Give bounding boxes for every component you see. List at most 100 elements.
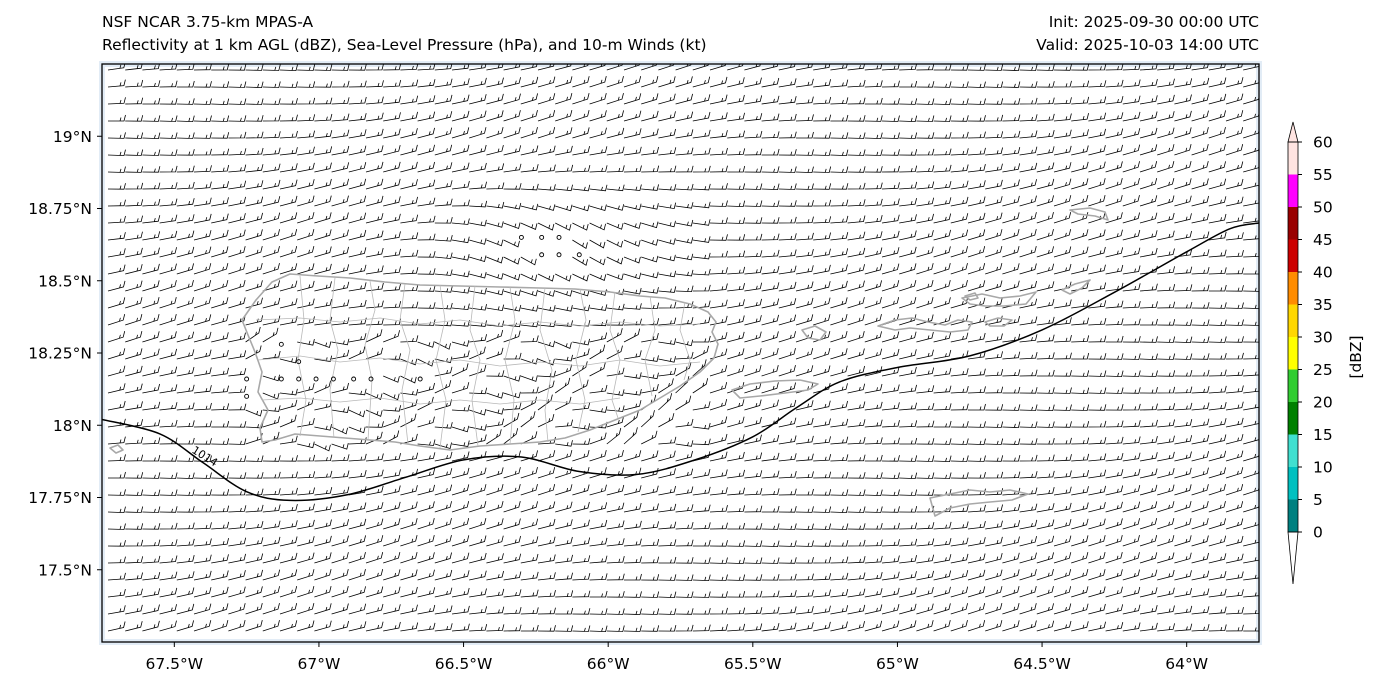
wind-barb bbox=[417, 285, 436, 292]
wind-barb bbox=[709, 234, 728, 241]
wind-barb bbox=[1139, 95, 1158, 105]
wind-barb bbox=[1105, 469, 1124, 479]
wind-barb bbox=[1036, 470, 1055, 479]
wind-barb bbox=[795, 606, 814, 615]
wind-barb bbox=[967, 521, 986, 530]
wind-barb bbox=[125, 621, 143, 632]
wind-barb bbox=[417, 535, 435, 547]
wind-barb bbox=[1139, 212, 1158, 224]
wind-barb bbox=[245, 212, 263, 224]
wind-barb bbox=[881, 331, 900, 343]
wind-barb bbox=[125, 348, 143, 360]
wind-barb bbox=[142, 555, 161, 564]
wind-barb bbox=[400, 413, 417, 428]
wind-barb bbox=[159, 348, 177, 360]
wind-barb bbox=[142, 247, 160, 258]
wind-barb bbox=[744, 217, 763, 224]
wind-barb bbox=[486, 77, 504, 88]
wind-barb bbox=[176, 506, 195, 513]
wind-barb bbox=[1053, 299, 1072, 309]
wind-barb bbox=[159, 280, 177, 292]
wind-barb bbox=[1036, 387, 1055, 394]
lon-tick-label: 65.5°W bbox=[724, 655, 782, 673]
wind-barb bbox=[847, 472, 866, 479]
wind-barb bbox=[795, 216, 814, 224]
wind-barb bbox=[1036, 64, 1055, 71]
wind-barb bbox=[159, 198, 178, 207]
wind-barb bbox=[1122, 622, 1141, 632]
wind-barb bbox=[796, 131, 814, 139]
colorbar-tick-label: 55 bbox=[1313, 166, 1333, 184]
wind-barb bbox=[555, 536, 573, 547]
wind-barb bbox=[641, 384, 659, 394]
wind-barb bbox=[1139, 144, 1158, 156]
wind-barb bbox=[297, 552, 315, 564]
wind-barb bbox=[245, 147, 264, 156]
wind-barb bbox=[245, 115, 264, 122]
wind-barb bbox=[383, 392, 400, 401]
wind-barb bbox=[383, 552, 401, 564]
wind-barb bbox=[451, 570, 470, 581]
wind-barb bbox=[1225, 319, 1244, 326]
wind-barb bbox=[709, 332, 728, 343]
wind-barb bbox=[1208, 624, 1227, 632]
wind-barb bbox=[744, 452, 763, 462]
wind-barb bbox=[761, 348, 779, 360]
wind-barb bbox=[1019, 229, 1037, 241]
wind-barb bbox=[1002, 246, 1020, 258]
wind-barb bbox=[933, 280, 951, 292]
wind-barb bbox=[228, 505, 247, 513]
wind-barb bbox=[1002, 212, 1020, 224]
wind-barb bbox=[193, 438, 212, 445]
wind-barb bbox=[314, 281, 332, 292]
wind-barb bbox=[761, 249, 780, 258]
wind-barb bbox=[727, 299, 745, 309]
wind-barb bbox=[314, 263, 332, 275]
wind-barb bbox=[1002, 81, 1021, 88]
wind-barb bbox=[1053, 437, 1072, 445]
wind-barb bbox=[1139, 452, 1158, 462]
wind-barb bbox=[107, 506, 126, 514]
wind-barb bbox=[985, 586, 1003, 598]
wind-barb bbox=[503, 553, 522, 564]
wind-barb bbox=[1105, 518, 1123, 530]
wind-barb bbox=[761, 623, 780, 632]
wind-barb bbox=[331, 162, 350, 173]
wind-barb bbox=[1019, 603, 1037, 615]
wind-barb bbox=[795, 281, 814, 292]
wind-barb bbox=[176, 297, 194, 309]
wind-barb bbox=[692, 111, 711, 122]
wind-barb bbox=[400, 249, 419, 258]
wind-barb bbox=[1225, 178, 1244, 190]
wind-barb bbox=[279, 147, 298, 156]
wind-barb bbox=[279, 298, 298, 309]
wind-barb bbox=[933, 181, 952, 190]
wind-barb bbox=[297, 603, 315, 615]
wind-barb bbox=[434, 94, 453, 105]
wind-barb bbox=[1174, 301, 1193, 309]
wind-barb bbox=[245, 280, 263, 292]
wind-barb bbox=[469, 271, 487, 279]
wind-barb bbox=[107, 248, 126, 258]
wind-barb bbox=[262, 179, 281, 190]
wind-barb bbox=[176, 149, 195, 156]
wind-barb bbox=[400, 79, 419, 88]
wind-barb bbox=[193, 505, 212, 513]
wind-barb bbox=[279, 163, 298, 173]
wind-barb bbox=[830, 264, 848, 275]
wind-barb bbox=[899, 263, 917, 275]
wind-barb bbox=[675, 468, 694, 479]
wind-barb bbox=[314, 81, 333, 88]
wind-barb bbox=[830, 97, 849, 105]
wind-barb bbox=[555, 341, 572, 349]
wind-barb bbox=[778, 540, 797, 547]
wind-barb bbox=[176, 181, 195, 190]
wind-barb bbox=[211, 197, 229, 207]
wind-barb bbox=[727, 200, 746, 208]
wind-barb bbox=[933, 586, 951, 598]
colorbar-segment bbox=[1288, 434, 1298, 467]
wind-barb bbox=[193, 115, 212, 122]
wind-barb bbox=[744, 399, 762, 411]
calm-wind-circle bbox=[351, 376, 357, 382]
